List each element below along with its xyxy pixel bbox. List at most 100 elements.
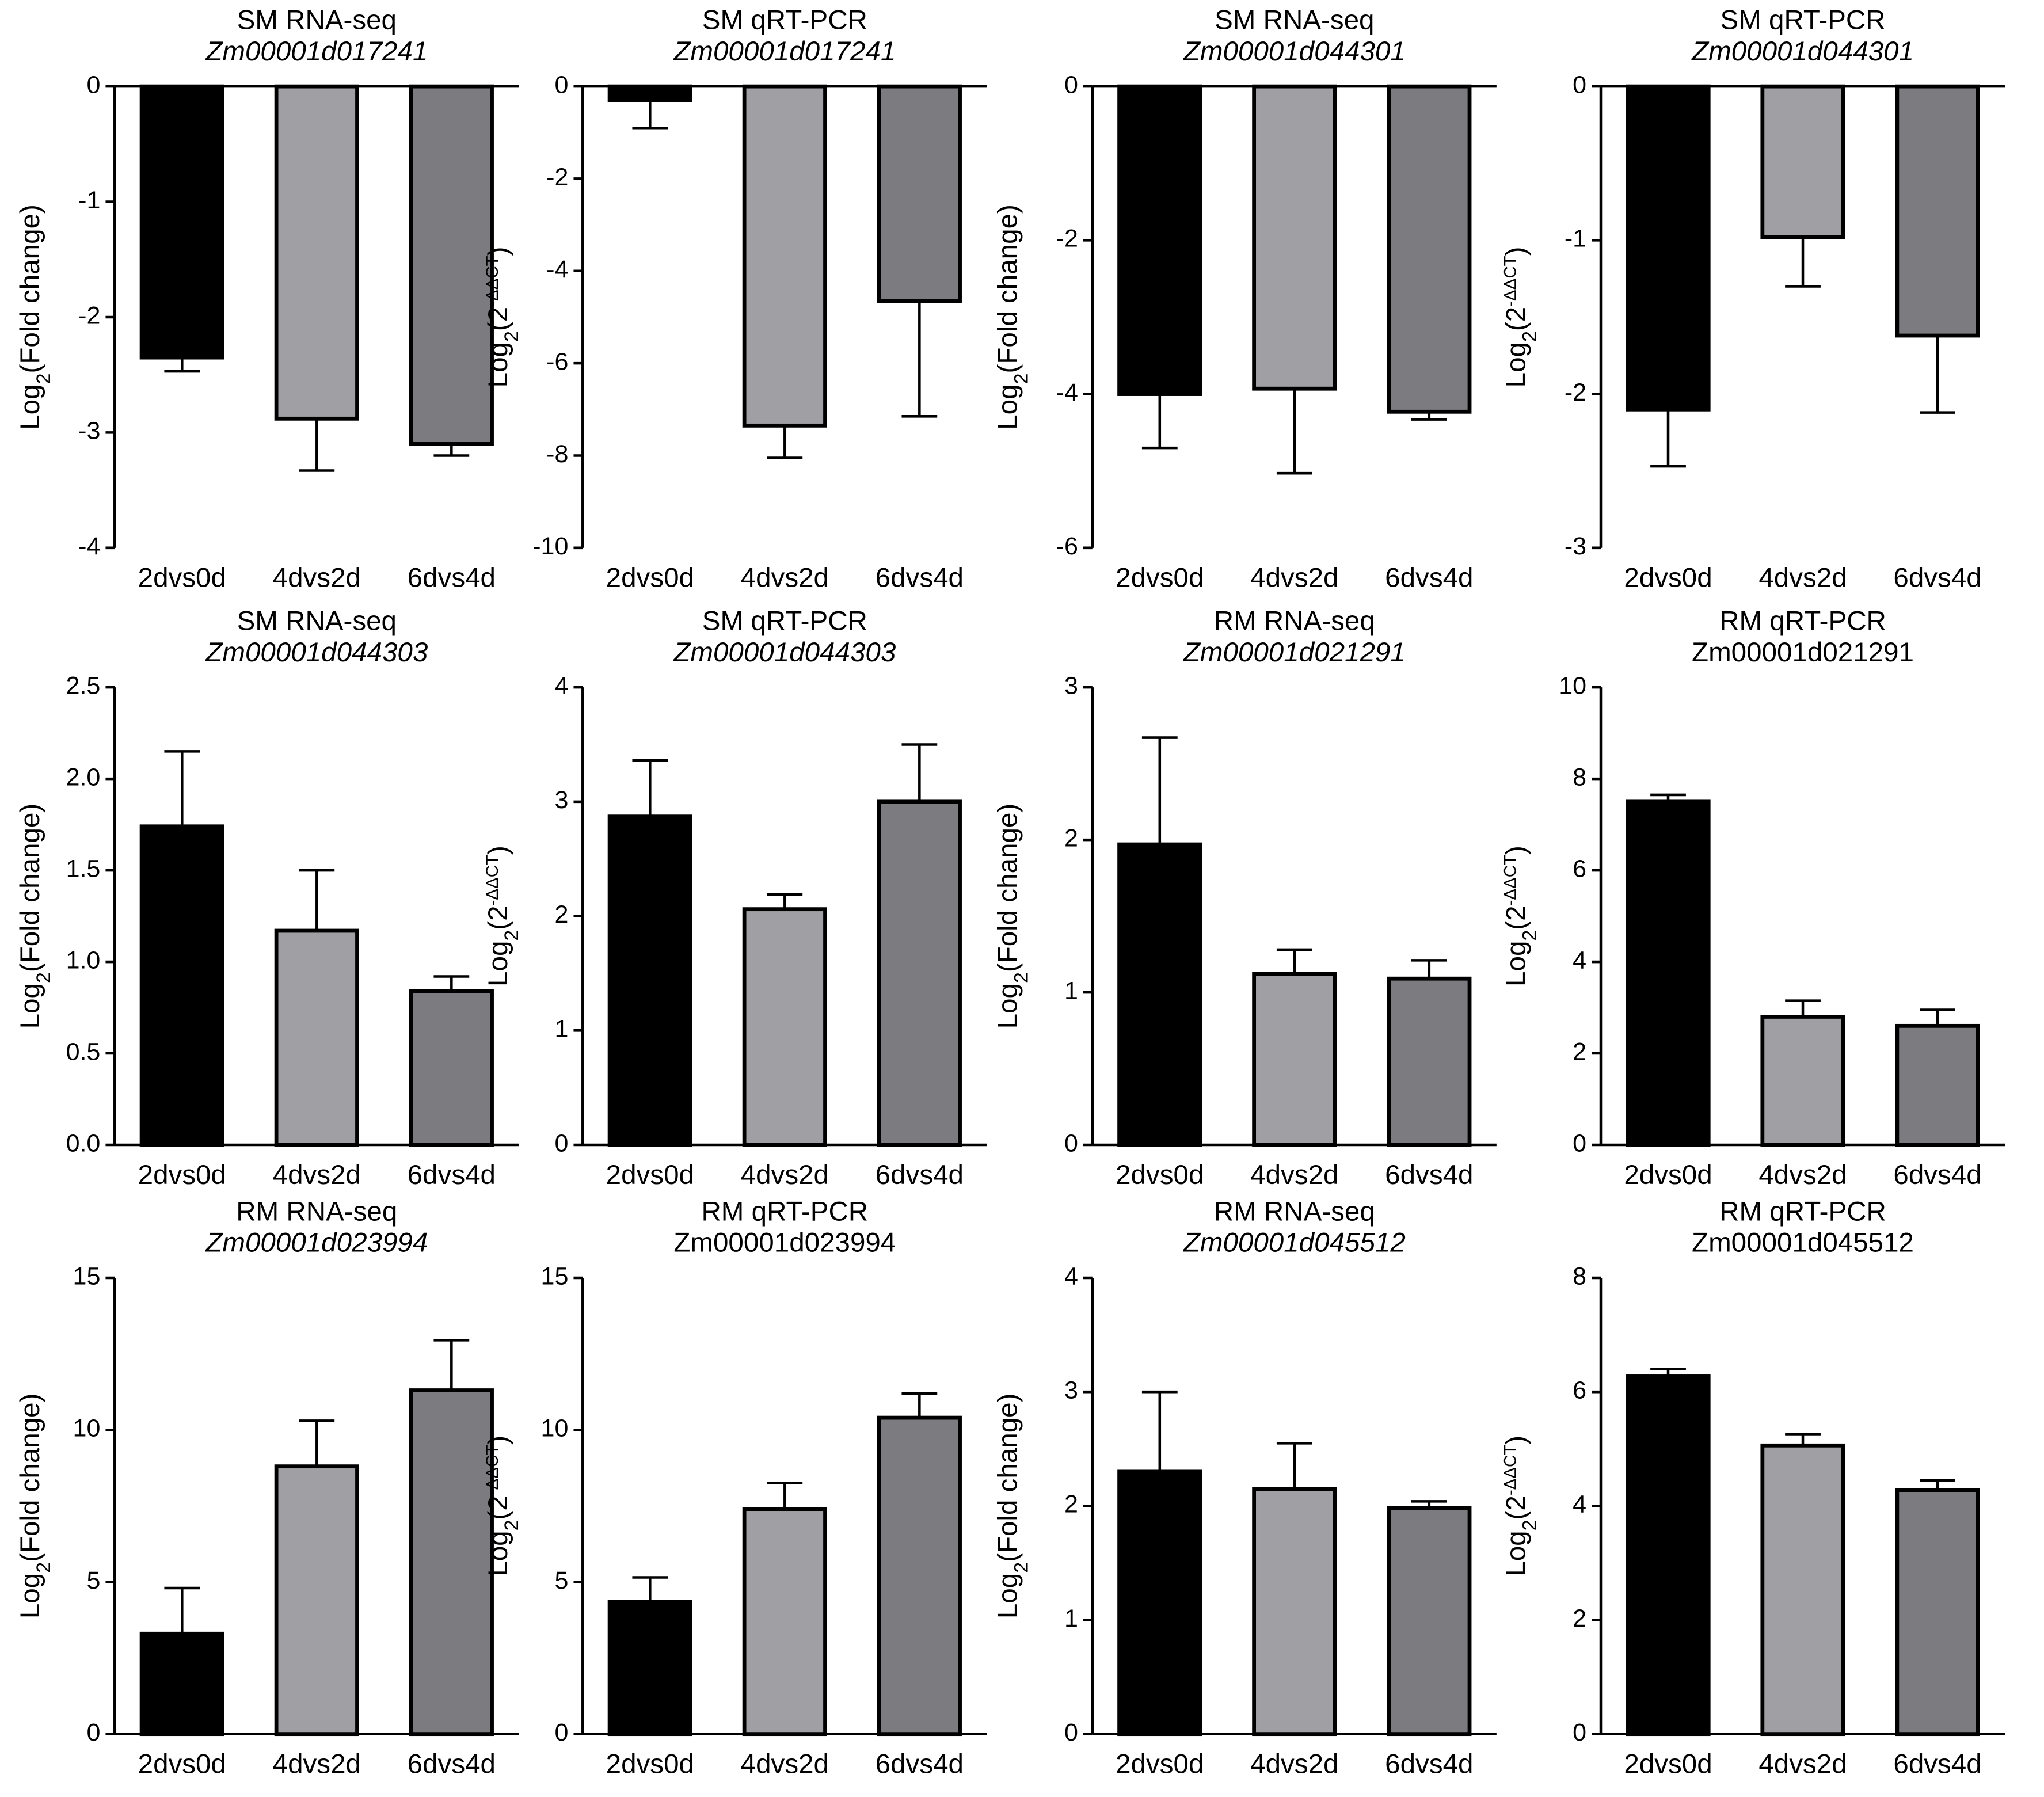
y-axis-label-part: 2 (1519, 930, 1541, 941)
chart-subtitle: Zm00001d023994 (673, 1228, 896, 1258)
x-tick-label: 2dvs0d (606, 563, 694, 593)
y-tick-label: 0 (86, 1719, 100, 1746)
y-tick-label: 2 (1064, 824, 1078, 852)
y-axis-label: Log2(2-ΔΔCT) (1501, 1436, 1541, 1577)
y-axis-label-part: Log (992, 983, 1023, 1029)
y-axis-label-part: Log (483, 1531, 513, 1576)
chart-title: SM RNA-seq (237, 606, 397, 636)
y-axis-label-part: 2 (501, 331, 523, 342)
y-axis-label: Log2(2-ΔΔCT) (482, 1436, 523, 1577)
y-axis-label-part: ) (483, 247, 513, 256)
y-axis-label-part: Log (483, 342, 513, 387)
y-tick-label: -6 (1056, 532, 1078, 560)
y-tick-label: -3 (1565, 532, 1586, 560)
y-tick-label: -2 (1056, 225, 1078, 253)
bar (274, 84, 359, 421)
y-axis-label-part: ) (483, 846, 513, 855)
bar (1895, 1488, 1980, 1737)
y-tick-label: -3 (78, 417, 100, 445)
x-tick-label: 6dvs4d (408, 563, 496, 593)
x-tick-label: 4dvs2d (741, 1160, 829, 1190)
bar (1387, 976, 1472, 1147)
y-axis-label-part: 2 (33, 1562, 55, 1573)
y-axis-label-part: (Fold change) (15, 1394, 45, 1562)
y-tick-label: -2 (78, 302, 100, 329)
y-tick-label: 4 (1573, 1491, 1586, 1518)
y-axis-label: Log2(2-ΔΔCT) (482, 846, 523, 987)
y-tick-label: -8 (546, 440, 568, 468)
y-axis-label: Log2(Fold change) (992, 204, 1032, 430)
y-axis-label-part: 2 (1010, 972, 1032, 983)
y-tick-label: 2 (554, 901, 568, 928)
x-tick-label: 6dvs4d (408, 1160, 496, 1190)
y-axis-label-part: 2 (501, 930, 523, 941)
x-tick-label: 6dvs4d (876, 1749, 964, 1780)
x-tick-label: 2dvs0d (138, 1160, 226, 1190)
y-tick-label: 0 (1064, 1719, 1078, 1746)
x-tick-label: 2dvs0d (1624, 1749, 1712, 1780)
x-tick-label: 4dvs2d (1758, 1160, 1847, 1190)
x-tick-label: 2dvs0d (138, 1749, 226, 1780)
y-axis-label-part: -ΔΔCT (1501, 855, 1520, 905)
y-axis-label: Log2(Fold change) (15, 204, 55, 430)
y-axis-label-part: (2 (483, 905, 513, 930)
bar (1117, 842, 1202, 1147)
y-axis-label-part: (Fold change) (992, 204, 1023, 373)
y-axis-label: Log2(Fold change) (992, 1394, 1032, 1619)
y-tick-label: 0.0 (66, 1129, 101, 1157)
chart-subtitle: Zm00001d045512 (1183, 1228, 1406, 1258)
y-tick-label: 0 (1573, 1129, 1586, 1157)
chart-subtitle: Zm00001d021291 (1692, 637, 1914, 668)
chart-title: SM qRT-PCR (1720, 5, 1885, 35)
y-axis-label-part: Log (15, 1573, 45, 1619)
chart-title: SM qRT-PCR (702, 5, 867, 35)
x-tick-label: 4dvs2d (273, 563, 361, 593)
y-tick-label: -1 (1565, 225, 1586, 253)
y-tick-label: 6 (1573, 1377, 1586, 1404)
bar (1760, 1015, 1845, 1147)
y-axis-label-part: Log (483, 941, 513, 987)
x-tick-label: 6dvs4d (1893, 563, 1981, 593)
y-tick-label: -4 (546, 256, 568, 283)
x-tick-label: 4dvs2d (1250, 1160, 1338, 1190)
y-axis-label-part: ) (1501, 1436, 1532, 1445)
bar (1387, 84, 1472, 414)
bar (742, 907, 827, 1147)
y-axis-label: Log2(Fold change) (15, 804, 55, 1029)
y-tick-label: 4 (1064, 1262, 1078, 1290)
y-axis-label-part: -ΔΔCT (1501, 1445, 1520, 1495)
y-axis-label-part: Log (15, 983, 45, 1029)
y-tick-label: 3 (1064, 672, 1078, 699)
bar (1626, 799, 1711, 1147)
chart-subtitle: Zm00001d017241 (205, 36, 428, 67)
y-axis-label-part: 2 (33, 972, 55, 983)
y-tick-label: 8 (1573, 1262, 1586, 1290)
bar (1117, 1469, 1202, 1737)
y-tick-label: 3 (1064, 1377, 1078, 1404)
y-axis-label-part: Log (15, 384, 45, 429)
y-axis-label-part: 2 (1519, 1520, 1541, 1531)
chart-title: SM qRT-PCR (702, 606, 867, 636)
bar (1626, 1374, 1711, 1737)
y-axis-label-part: 2 (1519, 331, 1541, 342)
y-tick-label: 0 (1573, 1719, 1586, 1746)
y-tick-label: 2.5 (66, 672, 101, 699)
y-axis-label-part: (2 (483, 307, 513, 331)
bar (1252, 84, 1337, 391)
y-axis-label: Log2(Fold change) (992, 804, 1032, 1029)
y-axis-label: Log2(2-ΔΔCT) (1501, 247, 1541, 388)
panel: RM qRT-PCRZm00001d045512Log2(2-ΔΔCT)0246… (1501, 1196, 2005, 1780)
chart-title: RM qRT-PCR (701, 1196, 868, 1227)
y-tick-label: -2 (1565, 379, 1586, 406)
chart-subtitle: Zm00001d023994 (205, 1228, 428, 1258)
y-tick-label: 5 (86, 1567, 100, 1594)
y-axis-label: Log2(2-ΔΔCT) (1501, 846, 1541, 987)
y-tick-label: -6 (546, 348, 568, 375)
x-tick-label: 6dvs4d (1893, 1160, 1981, 1190)
y-axis-label-part: 2 (1010, 374, 1032, 384)
